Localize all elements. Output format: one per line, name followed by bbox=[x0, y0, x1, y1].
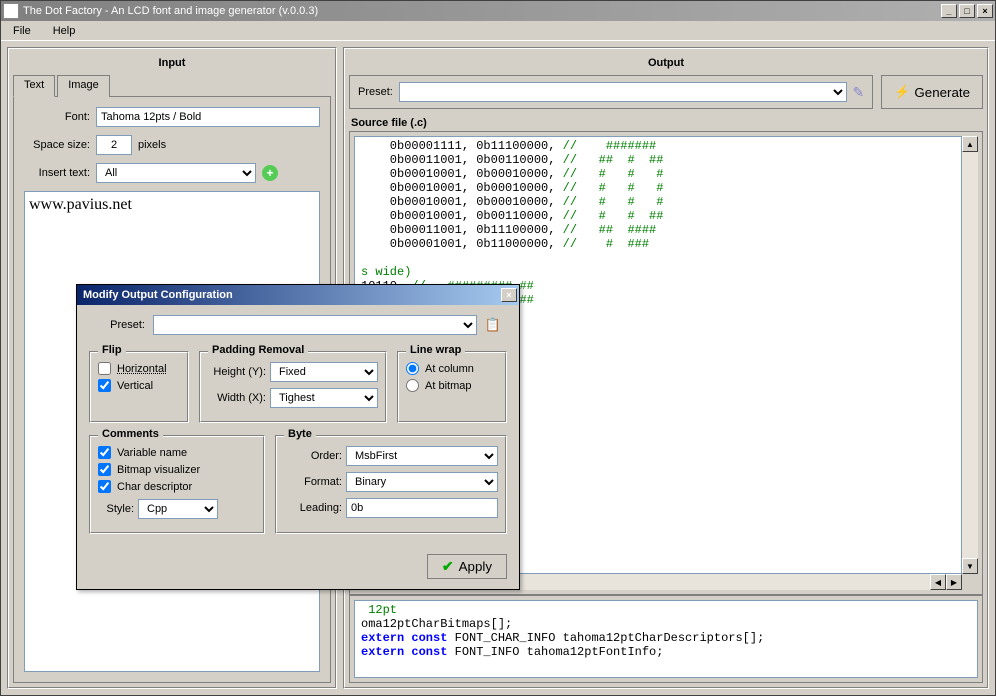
app-icon bbox=[3, 3, 19, 19]
header-code-area[interactable]: 12pt oma12ptCharBitmaps[]; extern const … bbox=[354, 600, 978, 678]
space-input[interactable] bbox=[96, 135, 132, 155]
modal-preset-label: Preset: bbox=[95, 319, 145, 331]
output-panel-header: Output bbox=[349, 53, 983, 75]
font-input[interactable] bbox=[96, 107, 320, 127]
modify-output-config-dialog: Modify Output Configuration × Preset: 📋 … bbox=[76, 284, 520, 590]
comments-group-title: Comments bbox=[98, 428, 163, 440]
space-unit: pixels bbox=[138, 139, 166, 151]
tab-text[interactable]: Text bbox=[13, 75, 55, 97]
flip-vertical-checkbox[interactable] bbox=[98, 379, 111, 392]
generate-button[interactable]: ⚡ Generate bbox=[881, 75, 983, 109]
input-panel-header: Input bbox=[13, 53, 331, 75]
padding-width-select[interactable]: Tighest bbox=[270, 388, 378, 408]
menubar: File Help bbox=[1, 21, 995, 41]
byte-group-title: Byte bbox=[284, 428, 316, 440]
dialog-title: Modify Output Configuration bbox=[79, 289, 233, 301]
modal-preset-select[interactable] bbox=[153, 315, 477, 335]
insert-select[interactable]: All bbox=[96, 163, 256, 183]
scroll-up-icon[interactable]: ▲ bbox=[962, 136, 978, 152]
byte-format-select[interactable]: Binary bbox=[346, 472, 498, 492]
window-title: The Dot Factory - An LCD font and image … bbox=[23, 5, 941, 17]
space-label: Space size: bbox=[24, 139, 90, 151]
scroll-down-icon[interactable]: ▼ bbox=[962, 558, 978, 574]
insert-label: Insert text: bbox=[24, 167, 90, 179]
flip-horizontal-checkbox[interactable] bbox=[98, 362, 111, 375]
maximize-button[interactable]: □ bbox=[959, 4, 975, 18]
linewrap-group-title: Line wrap bbox=[406, 344, 465, 356]
menu-file[interactable]: File bbox=[5, 23, 39, 39]
padding-height-select[interactable]: Fixed bbox=[270, 362, 378, 382]
close-button[interactable]: × bbox=[977, 4, 993, 18]
byte-order-select[interactable]: MsbFirst bbox=[346, 446, 498, 466]
bitmap-visualizer-checkbox[interactable] bbox=[98, 463, 111, 476]
byte-leading-input[interactable] bbox=[346, 498, 498, 518]
scroll-left-icon[interactable]: ◀ bbox=[930, 574, 946, 590]
dialog-close-button[interactable]: × bbox=[501, 288, 517, 302]
apply-button[interactable]: ✔ Apply bbox=[427, 554, 507, 579]
add-icon[interactable]: + bbox=[262, 165, 278, 181]
flip-group-title: Flip bbox=[98, 344, 126, 356]
wand-icon[interactable]: ✎ bbox=[853, 84, 865, 101]
preset-label: Preset: bbox=[358, 86, 393, 98]
copy-icon[interactable]: 📋 bbox=[485, 317, 501, 333]
main-titlebar: The Dot Factory - An LCD font and image … bbox=[1, 1, 995, 21]
padding-group-title: Padding Removal bbox=[208, 344, 308, 356]
preset-select[interactable] bbox=[399, 82, 847, 102]
check-icon: ✔ bbox=[442, 558, 454, 575]
char-descriptor-checkbox[interactable] bbox=[98, 480, 111, 493]
variable-name-checkbox[interactable] bbox=[98, 446, 111, 459]
linewrap-column-radio[interactable] bbox=[406, 362, 419, 375]
tab-image[interactable]: Image bbox=[57, 75, 110, 97]
linewrap-bitmap-radio[interactable] bbox=[406, 379, 419, 392]
bolt-icon: ⚡ bbox=[894, 84, 910, 100]
font-label: Font: bbox=[24, 111, 90, 123]
source-title: Source file (.c) bbox=[351, 117, 983, 129]
scroll-right-icon[interactable]: ▶ bbox=[946, 574, 962, 590]
comments-style-select[interactable]: Cpp bbox=[138, 499, 218, 519]
minimize-button[interactable]: _ bbox=[941, 4, 957, 18]
menu-help[interactable]: Help bbox=[45, 23, 84, 39]
